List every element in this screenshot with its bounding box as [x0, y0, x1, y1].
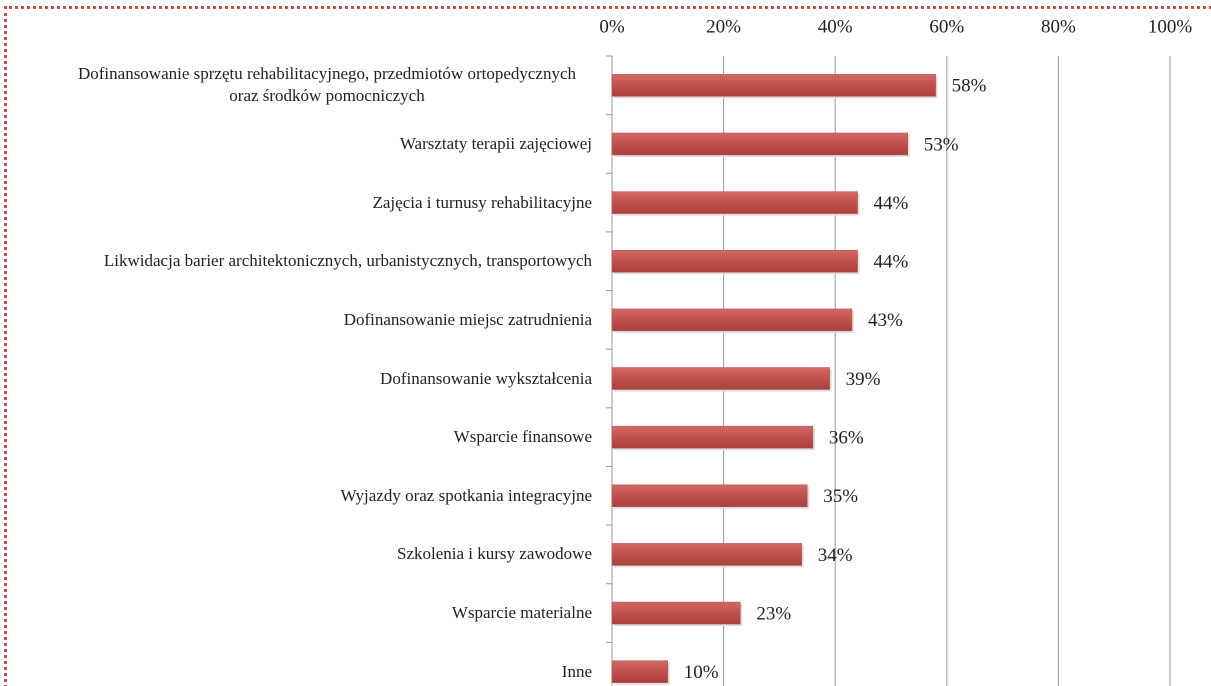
value-label: 34% [818, 545, 853, 566]
x-tick-label: 0% [599, 16, 625, 37]
bar [611, 249, 858, 273]
value-label: 43% [868, 310, 903, 331]
category-label: Dofinansowanie miejsc zatrudnienia [40, 295, 592, 345]
bar [611, 308, 853, 332]
bar [611, 543, 802, 566]
value-label: 36% [829, 427, 864, 448]
category-text: Warsztaty terapii zajęciowej [399, 133, 592, 153]
category-label: Wyjazdy oraz spotkania integracyjne [40, 471, 592, 521]
bar [611, 74, 936, 97]
bar [611, 367, 830, 390]
category-label: Likwidacja barier architektonicznych, ur… [40, 236, 592, 286]
value-label: 44% [874, 193, 909, 214]
value-label: 53% [924, 134, 959, 155]
category-text: Inne [561, 661, 592, 681]
category-text: Likwidacja barier architektonicznych, ur… [103, 251, 592, 271]
value-label: 23% [756, 603, 791, 624]
bar [611, 191, 858, 214]
value-label: 39% [846, 369, 881, 390]
bar [611, 132, 908, 156]
x-tick-label: 20% [706, 16, 741, 37]
category-label: Warsztaty terapii zajęciowej [40, 119, 592, 169]
category-text: Zajęcia i turnusy rehabilitacyjne [372, 192, 593, 212]
bar [611, 660, 669, 683]
x-tick-label: 100% [1148, 16, 1193, 37]
category-label: Szkolenia i kursy zawodowe [40, 529, 592, 579]
x-tick-label: 40% [818, 16, 853, 37]
category-text: Dofinansowanie sprzętu rehabilitacyjnego… [77, 64, 577, 106]
bar [611, 484, 808, 508]
value-label: 44% [874, 252, 909, 273]
bar [611, 425, 814, 449]
x-tick-label: 80% [1041, 16, 1076, 37]
category-label: Zajęcia i turnusy rehabilitacyjne [40, 178, 593, 228]
value-label: 58% [952, 76, 987, 97]
category-label: Dofinansowanie sprzętu rehabilitacyjnego… [40, 60, 592, 110]
frame [4, 6, 1211, 686]
category-label: Wsparcie materialne [40, 588, 592, 638]
category-text: Wsparcie finansowe [453, 427, 592, 447]
category-label: Dofinansowanie wykształcenia [40, 354, 592, 404]
category-label: Inne [40, 647, 592, 686]
category-text: Dofinansowanie miejsc zatrudnienia [343, 309, 592, 329]
category-text: Dofinansowanie wykształcenia [380, 368, 592, 388]
bar [611, 601, 741, 625]
category-label: Wsparcie finansowe [40, 412, 592, 462]
category-text: Szkolenia i kursy zawodowe [397, 544, 592, 564]
category-text: Wyjazdy oraz spotkania integracyjne [340, 485, 592, 505]
x-tick-label: 60% [929, 16, 964, 37]
value-label: 10% [684, 662, 719, 683]
value-label: 35% [823, 486, 858, 507]
category-text: Wsparcie materialne [451, 603, 592, 623]
